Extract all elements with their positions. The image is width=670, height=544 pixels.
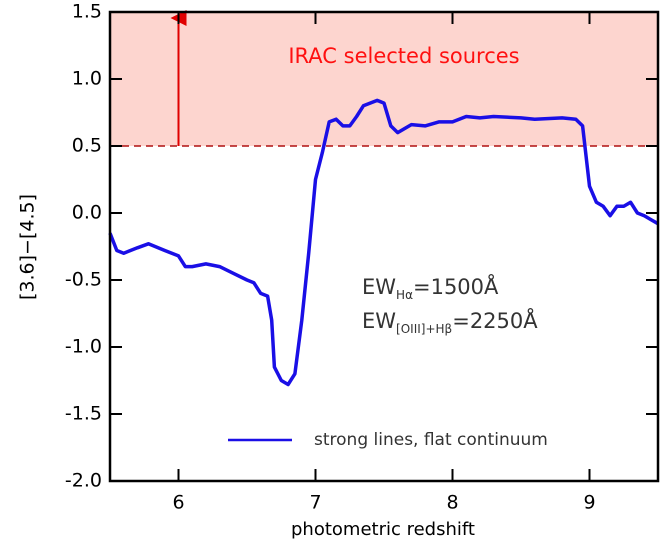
y-axis-label: [3.6]−[4.5] xyxy=(17,194,39,300)
x-tick-label: 8 xyxy=(446,492,458,514)
y-tick-label: 1.0 xyxy=(72,68,102,90)
annotation-sub: [OIII]+Hβ xyxy=(396,322,452,336)
x-tick-label: 6 xyxy=(172,492,184,514)
y-tick-label: 0.0 xyxy=(72,202,102,224)
x-tick-label: 9 xyxy=(583,492,595,514)
annotation: EWHα=1500Å xyxy=(362,273,499,302)
plot-frame xyxy=(108,10,660,483)
annotation-main: EW xyxy=(362,275,396,299)
region-label: IRAC selected sources xyxy=(288,44,519,68)
annotation-rest: =2250Å xyxy=(452,307,538,333)
legend-label: strong lines, flat continuum xyxy=(314,430,548,450)
x-tick-label: 7 xyxy=(309,492,321,514)
data-line xyxy=(108,98,659,387)
y-tick-label: -1.5 xyxy=(65,403,102,425)
y-tick-label: 1.5 xyxy=(72,1,102,23)
annotation-main: EW xyxy=(362,309,396,333)
y-tick-label: 0.5 xyxy=(72,135,102,157)
x-axis-label: photometric redshift xyxy=(291,519,475,540)
selection-region xyxy=(110,12,658,146)
annotation-sub: Hα xyxy=(396,288,413,302)
y-tick-label: -2.0 xyxy=(65,470,102,492)
annotation-rest: =1500Å xyxy=(413,273,499,299)
annotation: EW[OIII]+Hβ=2250Å xyxy=(362,307,538,336)
y-tick-label: -0.5 xyxy=(65,269,102,291)
y-tick-label: -1.0 xyxy=(65,336,102,358)
